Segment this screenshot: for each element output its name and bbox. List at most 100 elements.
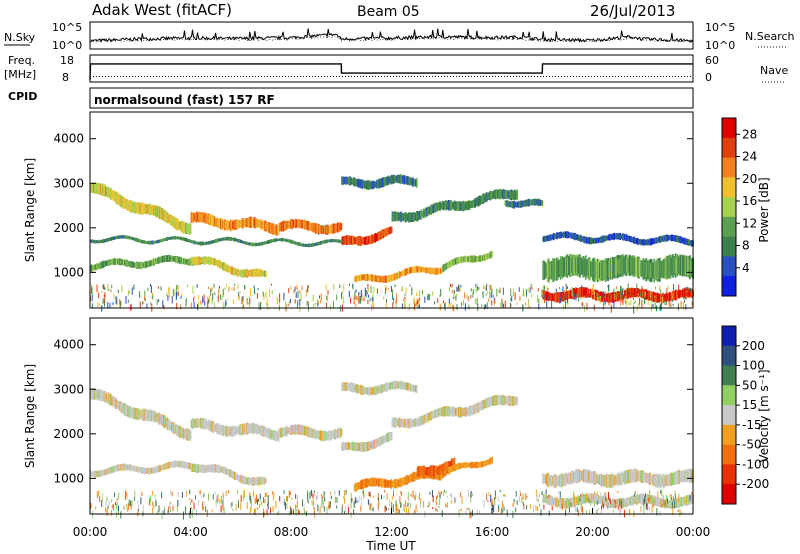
power-speckle-cell <box>366 290 368 293</box>
power-speckle-cell <box>427 296 429 300</box>
power-speckle-cell <box>353 302 355 305</box>
power-band <box>391 188 519 223</box>
power-speckle-cell <box>620 286 622 295</box>
power-speckle-cell <box>568 290 570 299</box>
power-speckle-cell <box>231 287 233 291</box>
power-speckle-cell <box>526 289 527 297</box>
power-speckle-cell <box>226 298 228 301</box>
power-speckle-cell <box>491 300 493 306</box>
power-speckle-cell <box>565 300 566 309</box>
power-speckle-cell <box>677 303 679 311</box>
power-speckle-cell <box>592 284 594 287</box>
power-speckle-cell <box>185 298 187 307</box>
power-speckle-cell <box>210 288 212 296</box>
power-speckle-cell <box>496 288 498 297</box>
power-speckle-cell <box>573 293 575 300</box>
power-speckle-cell <box>571 289 573 297</box>
power-speckle-cell <box>566 296 568 304</box>
power-speckle-cell <box>581 285 583 289</box>
power-speckle-cell <box>439 303 441 311</box>
power-speckle-cell <box>637 293 639 296</box>
power-speckle-cell <box>146 303 148 309</box>
power-speckle-cell <box>575 293 577 301</box>
power-speckle-cell <box>392 302 394 309</box>
power-speckle-cell <box>594 292 596 300</box>
power-speckle-cell <box>490 290 492 299</box>
power-speckle-cell <box>288 287 290 294</box>
noise-marks <box>89 28 694 44</box>
power-speckle-cell <box>312 294 314 302</box>
power-speckle-cell <box>186 298 188 301</box>
power-speckle-cell <box>190 302 192 308</box>
power-speckle-cell <box>498 290 500 293</box>
power-speckle-cell <box>168 287 169 294</box>
power-speckle-cell <box>500 302 502 308</box>
power-speckle-cell <box>193 297 195 303</box>
power-speckle-cell <box>232 299 234 304</box>
power-speckle-cell <box>151 295 153 299</box>
velocity-band <box>416 457 456 478</box>
power-speckle-cell <box>209 294 211 303</box>
power-speckle-cell <box>121 284 123 293</box>
power-speckle-cell <box>176 291 177 299</box>
power-speckle-cell <box>222 288 224 295</box>
power-speckle-cell <box>220 294 221 300</box>
power-speckle-cell <box>647 300 649 306</box>
power-speckle-cell <box>451 290 453 294</box>
power-speckle-cell <box>208 286 210 290</box>
power-band <box>90 182 192 235</box>
velocity-cell <box>453 457 456 468</box>
power-speckle-cell <box>464 292 466 299</box>
velocity-cell <box>189 431 192 440</box>
power-speckle-cell <box>529 287 531 293</box>
power-speckle-cell <box>460 285 462 288</box>
power-speckle-cell <box>299 298 301 306</box>
power-speckle-cell <box>646 291 648 295</box>
power-speckle-cell <box>306 289 308 292</box>
power-speckle-cell <box>355 289 357 293</box>
power-speckle-cell <box>501 300 503 307</box>
power-speckle-cell <box>511 295 513 302</box>
power-speckle-cell <box>538 303 540 310</box>
velocity-band <box>90 387 192 442</box>
power-speckle-cell <box>409 284 411 287</box>
power-speckle-cell <box>586 302 588 310</box>
power-cell <box>491 251 493 257</box>
power-speckle-cell <box>180 304 182 310</box>
power-speckle-cell <box>547 288 549 291</box>
power-speckle-cell <box>537 288 539 292</box>
power-speckle-cell <box>453 291 455 298</box>
freq-right-tick-top: 60 <box>705 54 719 67</box>
power-speckle-cell <box>111 284 113 288</box>
power-speckle-cell <box>453 305 455 312</box>
power-speckle-cell <box>131 287 133 295</box>
power-speckle-cell <box>672 304 674 307</box>
power-colorbar-swatch <box>722 197 736 218</box>
power-speckle-cell <box>103 299 105 304</box>
noise-right-tick-top: 10^5 <box>705 21 735 34</box>
power-speckle-cell <box>91 295 93 302</box>
power-speckle-cell <box>301 285 303 291</box>
power-speckle-cell <box>450 284 451 288</box>
power-speckle-cell <box>395 298 397 305</box>
power-speckle-cell <box>125 295 127 304</box>
power-speckle-cell <box>370 286 372 294</box>
noise-left-tick-top: 10^5 <box>52 21 82 34</box>
power-speckle-cell <box>459 288 461 292</box>
power-speckle-cell <box>150 285 152 293</box>
power-speckle-cell <box>112 302 114 306</box>
date-label: 26/Jul/2013 <box>590 2 675 20</box>
power-speckle-cell <box>641 299 643 308</box>
power-speckle-cell <box>641 286 643 292</box>
power-speckle-cell <box>523 293 525 297</box>
power-speckle-cell <box>376 288 378 294</box>
power-speckle-cell <box>372 292 374 298</box>
velocity-band <box>441 456 493 478</box>
velocity-band <box>190 417 280 443</box>
power-speckle-cell <box>325 302 327 308</box>
power-speckle-cell <box>626 299 628 307</box>
power-speckle-cell <box>516 302 518 305</box>
power-speckle-cell <box>671 291 673 295</box>
power-speckle-cell <box>458 284 460 292</box>
